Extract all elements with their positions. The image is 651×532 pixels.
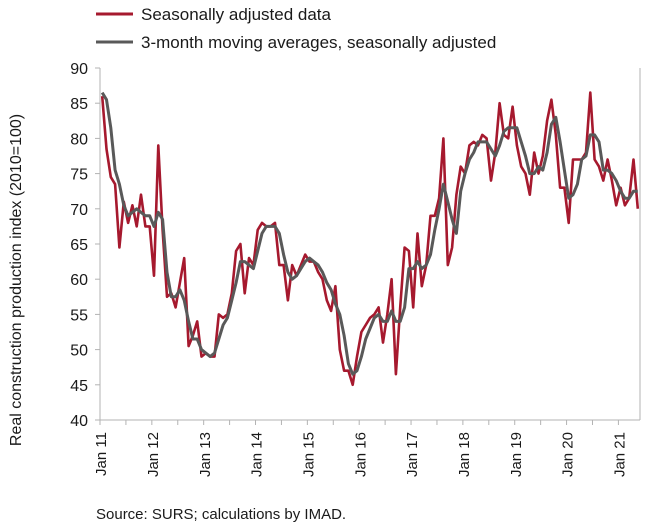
series-line-seasonally-adjusted xyxy=(100,91,640,387)
x-tick-label: Jan 13 xyxy=(197,432,214,477)
y-tick-label: 80 xyxy=(70,131,88,148)
y-tick-label: 65 xyxy=(70,237,88,254)
y-tick-label: 85 xyxy=(70,96,88,113)
plot-area: 40 45 50 55 60 65 70 75 80 85 90 Jan 11 Jan 12 Jan 13… xyxy=(70,61,641,477)
y-tick-label: 90 xyxy=(70,61,88,78)
y-tick-label: 50 xyxy=(70,343,88,360)
legend-label-moving-average: 3-month moving averages, seasonally adju… xyxy=(141,33,496,52)
x-tick-label: Jan 14 xyxy=(249,432,266,477)
legend-label-seasonally-adjusted: Seasonally adjusted data xyxy=(141,5,332,24)
x-tick-label: Jan 21 xyxy=(612,432,629,477)
x-tick-label: Jan 11 xyxy=(93,432,110,476)
x-tick-label: Jan 12 xyxy=(145,432,162,477)
x-tick-label: Jan 20 xyxy=(560,432,577,477)
y-axis-label: Real construction production index (2010… xyxy=(8,114,25,446)
y-tick-label: 55 xyxy=(70,307,88,324)
y-tick-label: 45 xyxy=(70,378,88,395)
source-note: Source: SURS; calculations by IMAD. xyxy=(96,506,347,523)
y-tick-label: 75 xyxy=(70,167,88,184)
x-tick-label: Jan 18 xyxy=(456,432,473,477)
y-tick-label: 40 xyxy=(70,413,88,430)
x-tick-label: Jan 15 xyxy=(301,432,318,477)
legend: Seasonally adjusted data 3-month moving … xyxy=(96,5,496,52)
y-tick-label: 70 xyxy=(70,202,88,219)
x-tick-label: Jan 19 xyxy=(508,432,525,477)
x-tick-label: Jan 16 xyxy=(352,432,369,477)
x-tick-label: Jan 17 xyxy=(404,432,421,477)
y-tick-label: 60 xyxy=(70,272,88,289)
series-line-moving-average xyxy=(100,91,638,376)
